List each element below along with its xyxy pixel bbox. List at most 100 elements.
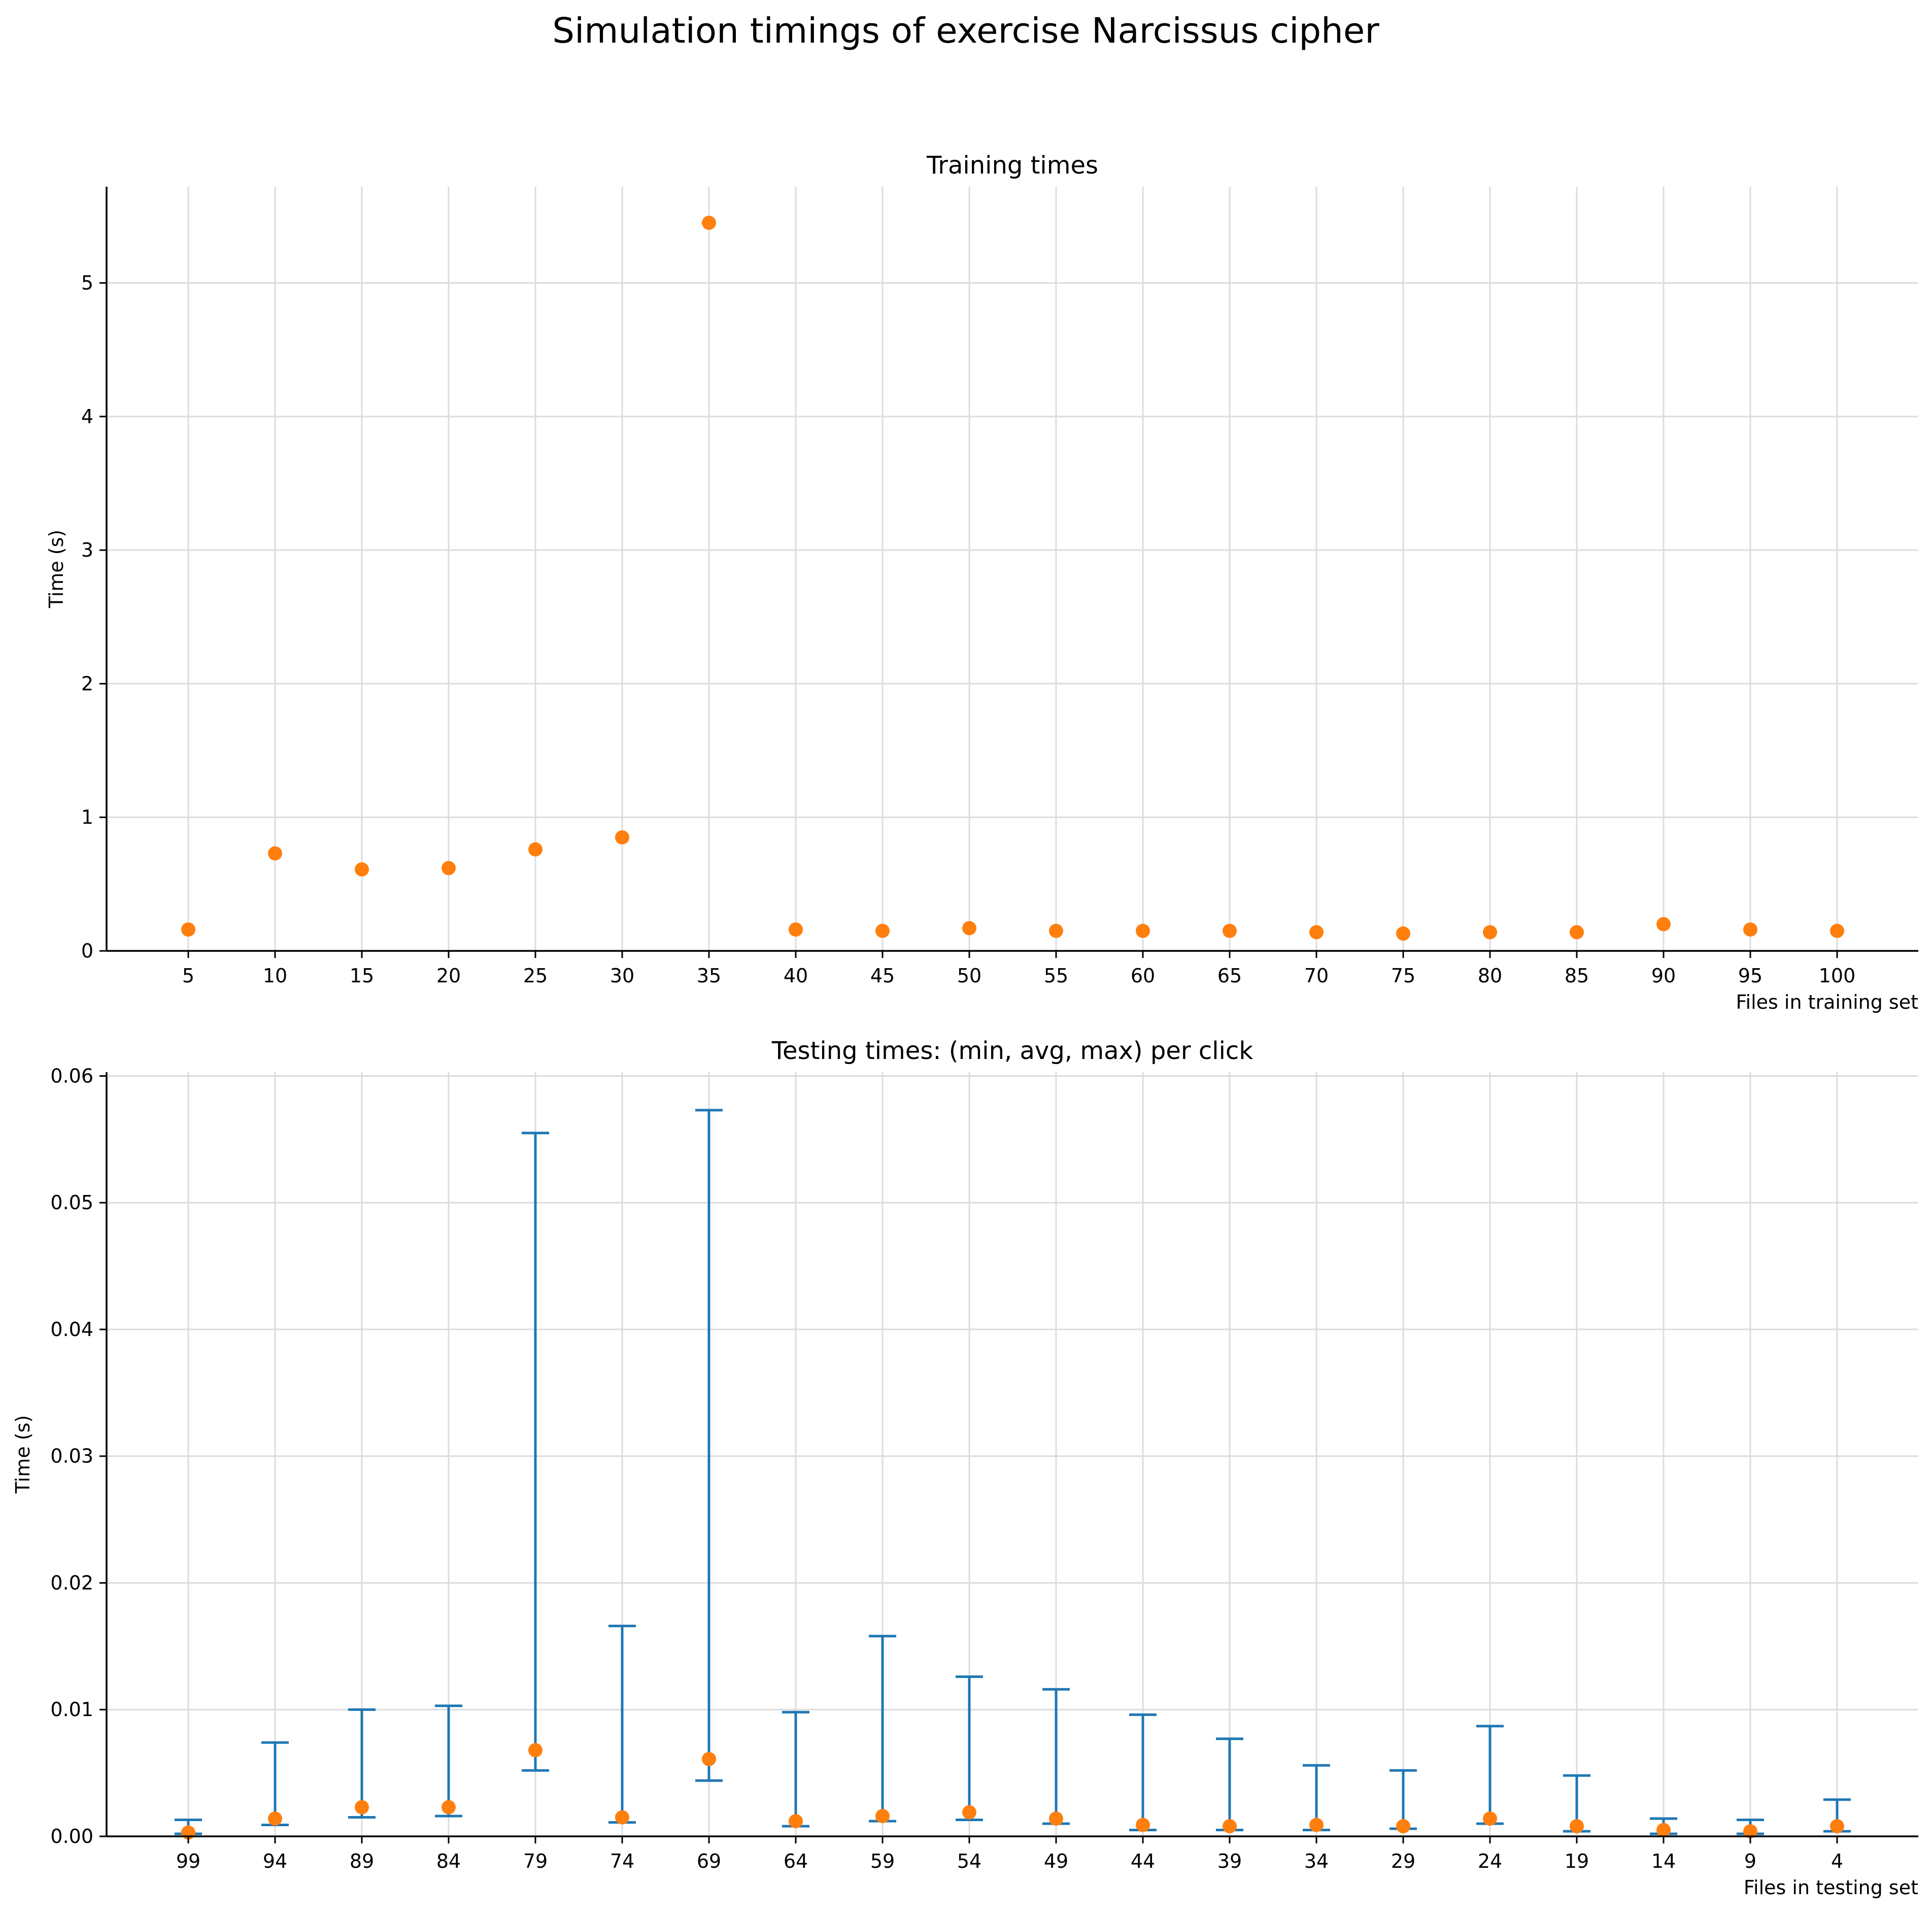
y-tick-label: 0.04 bbox=[50, 1318, 93, 1341]
training-chart-title: Training times bbox=[926, 151, 1098, 180]
x-tick-label: 75 bbox=[1391, 965, 1415, 987]
x-tick-label: 59 bbox=[870, 1850, 895, 1872]
data-point-avg bbox=[355, 1800, 369, 1815]
data-point-avg bbox=[962, 1805, 976, 1820]
x-tick-label: 89 bbox=[350, 1850, 374, 1872]
x-tick-label: 9 bbox=[1744, 1850, 1756, 1872]
data-point bbox=[268, 846, 282, 861]
data-point-avg bbox=[528, 1743, 543, 1758]
y-tick-label: 0.05 bbox=[50, 1191, 93, 1214]
data-point-avg bbox=[1743, 1824, 1757, 1839]
x-tick-label: 24 bbox=[1478, 1850, 1502, 1872]
testing-x-ticks: 99 94 89 84 79 74 69 64 59 54 49 44 39 34 29 24 19 14 9 4 bbox=[176, 1836, 1843, 1872]
training-y-axis-label: Time (s) bbox=[45, 530, 67, 609]
x-tick-label: 50 bbox=[957, 965, 981, 987]
x-tick-label: 55 bbox=[1044, 965, 1068, 987]
x-tick-label: 54 bbox=[957, 1850, 981, 1872]
x-tick-label: 19 bbox=[1565, 1850, 1589, 1872]
data-point bbox=[789, 922, 803, 937]
training-x-axis-label: Files in training set bbox=[1736, 991, 1918, 1013]
data-point bbox=[702, 216, 716, 230]
x-tick-label: 60 bbox=[1131, 965, 1155, 987]
x-tick-label: 20 bbox=[436, 965, 461, 987]
training-grid bbox=[107, 187, 1918, 952]
x-tick-label: 34 bbox=[1304, 1850, 1329, 1872]
data-point-avg bbox=[1396, 1819, 1410, 1834]
data-point bbox=[1830, 924, 1844, 938]
testing-x-axis-label: Files in testing set bbox=[1744, 1876, 1918, 1899]
x-tick-label: 10 bbox=[263, 965, 287, 987]
y-tick-label: 0.03 bbox=[50, 1445, 93, 1467]
data-point bbox=[1396, 926, 1410, 941]
data-point-avg bbox=[875, 1809, 890, 1824]
data-point bbox=[1483, 925, 1497, 940]
y-tick-label: 4 bbox=[81, 405, 93, 428]
data-point-avg bbox=[615, 1810, 629, 1825]
data-point-avg bbox=[1830, 1819, 1844, 1834]
y-tick-label: 0.00 bbox=[50, 1825, 93, 1848]
data-point bbox=[355, 862, 369, 877]
y-tick-label: 0.01 bbox=[50, 1698, 93, 1721]
x-tick-label: 29 bbox=[1391, 1850, 1415, 1872]
data-point bbox=[1309, 925, 1324, 940]
data-point-avg bbox=[702, 1752, 716, 1766]
figure-title: Simulation timings of exercise Narcissus… bbox=[552, 11, 1379, 51]
y-tick-label: 1 bbox=[81, 806, 93, 829]
x-tick-label: 45 bbox=[870, 965, 895, 987]
x-tick-label: 35 bbox=[697, 965, 721, 987]
y-tick-label: 0.02 bbox=[50, 1571, 93, 1594]
x-tick-label: 30 bbox=[610, 965, 634, 987]
x-tick-label: 69 bbox=[697, 1850, 721, 1872]
x-tick-label: 84 bbox=[436, 1850, 461, 1872]
x-tick-label: 74 bbox=[610, 1850, 634, 1872]
training-x-ticks: 5 10 15 20 25 30 35 40 45 50 55 60 65 70 75 80 85 90 95 100 bbox=[182, 951, 1855, 987]
data-point-avg bbox=[1223, 1819, 1237, 1834]
data-point bbox=[962, 921, 976, 936]
x-tick-label: 79 bbox=[523, 1850, 548, 1872]
data-point-avg bbox=[1136, 1818, 1150, 1832]
testing-y-ticks: 0.00 0.01 0.02 0.03 0.04 0.05 0.06 bbox=[50, 1065, 107, 1848]
testing-chart-title: Testing times: (min, avg, max) per click bbox=[771, 1037, 1253, 1065]
testing-times-chart: 0.000.010.020.030.040.050.06 99 94 89 84 79 7… bbox=[12, 1037, 1918, 1899]
training-markers bbox=[181, 216, 1844, 941]
data-point-avg bbox=[1483, 1811, 1497, 1826]
data-point-avg bbox=[1656, 1823, 1671, 1837]
y-tick-label: 5 bbox=[81, 272, 93, 294]
y-tick-label: 3 bbox=[81, 539, 93, 561]
data-point bbox=[615, 830, 629, 845]
x-tick-label: 65 bbox=[1217, 965, 1242, 987]
data-point bbox=[442, 861, 456, 875]
x-tick-label: 99 bbox=[176, 1850, 200, 1872]
x-tick-label: 94 bbox=[263, 1850, 287, 1872]
x-tick-label: 5 bbox=[182, 965, 194, 987]
x-tick-label: 40 bbox=[784, 965, 808, 987]
data-point bbox=[181, 922, 195, 937]
data-point bbox=[1570, 925, 1584, 940]
x-tick-label: 95 bbox=[1738, 965, 1762, 987]
x-tick-label: 49 bbox=[1044, 1850, 1068, 1872]
x-tick-label: 90 bbox=[1651, 965, 1676, 987]
x-tick-label: 70 bbox=[1304, 965, 1329, 987]
x-tick-label: 44 bbox=[1131, 1850, 1155, 1872]
x-tick-label: 39 bbox=[1217, 1850, 1242, 1872]
y-tick-label: 0 bbox=[81, 940, 93, 962]
data-point bbox=[528, 842, 543, 857]
x-tick-label: 85 bbox=[1565, 965, 1589, 987]
data-point-avg bbox=[1309, 1818, 1324, 1832]
data-point bbox=[1743, 922, 1757, 937]
testing-errorbars bbox=[175, 1109, 1851, 1840]
y-tick-label: 0.06 bbox=[50, 1065, 93, 1087]
data-point bbox=[1136, 924, 1150, 938]
data-point-avg bbox=[268, 1811, 282, 1826]
x-tick-label: 4 bbox=[1831, 1850, 1843, 1872]
x-tick-label: 64 bbox=[784, 1850, 808, 1872]
data-point-avg bbox=[1049, 1811, 1063, 1826]
data-point-avg bbox=[1570, 1819, 1584, 1834]
testing-y-axis-label: Time (s) bbox=[12, 1415, 34, 1494]
data-point bbox=[1656, 917, 1671, 932]
x-tick-label: 14 bbox=[1651, 1850, 1676, 1872]
y-tick-label: 2 bbox=[81, 672, 93, 695]
x-tick-label: 100 bbox=[1819, 965, 1856, 987]
x-tick-label: 25 bbox=[523, 965, 548, 987]
